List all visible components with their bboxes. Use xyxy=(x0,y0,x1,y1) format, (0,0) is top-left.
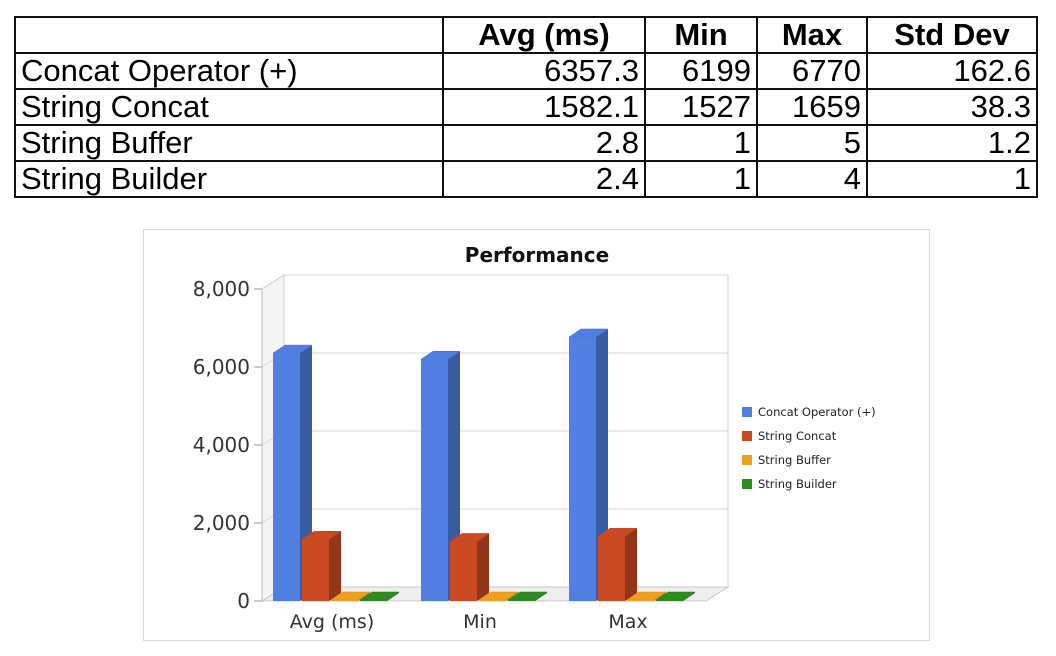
table-cell: 6199 xyxy=(644,52,758,90)
legend-label: String Concat xyxy=(758,429,837,443)
x-tick-label: Max xyxy=(608,611,647,633)
bar xyxy=(272,344,313,601)
table-cell: 162.6 xyxy=(866,52,1038,90)
bar xyxy=(420,350,461,601)
legend-swatch xyxy=(742,479,752,489)
table-cell: 1527 xyxy=(644,88,758,126)
column-header xyxy=(14,16,444,54)
legend-swatch xyxy=(742,407,752,417)
bar xyxy=(301,531,342,601)
table-cell: 1.2 xyxy=(866,124,1038,162)
bar-front xyxy=(627,600,654,601)
legend-swatch xyxy=(742,431,752,441)
bar-side xyxy=(625,528,637,601)
bar xyxy=(478,591,519,601)
table-cell: 4 xyxy=(756,160,868,198)
bar xyxy=(449,533,490,601)
row-label: String Concat xyxy=(14,88,444,126)
row-label: String Builder xyxy=(14,160,444,198)
table-cell: 2.4 xyxy=(442,160,646,198)
bar xyxy=(359,591,400,601)
bar-front xyxy=(569,336,596,601)
table-cell: 1 xyxy=(644,124,758,162)
bar-front xyxy=(450,541,477,601)
bar-front xyxy=(421,359,448,601)
table-cell: 2.8 xyxy=(442,124,646,162)
results-table: Avg (ms) Min Max Std Dev Concat Operator… xyxy=(14,16,1038,198)
y-tick-label: 8,000 xyxy=(193,277,250,301)
bar-front xyxy=(331,600,358,601)
chart-canvas: 0 2,000 4,000 6,000 8,000 Avg (ms) Min Max Perfo… xyxy=(193,243,876,633)
bar xyxy=(655,591,696,601)
table-cell: 1582.1 xyxy=(442,88,646,126)
table-cell: 5 xyxy=(756,124,868,162)
bar-side xyxy=(477,533,489,601)
bar-side xyxy=(329,531,341,601)
row-label: String Buffer xyxy=(14,124,444,162)
bar-front xyxy=(360,600,387,601)
gridline xyxy=(261,274,285,290)
table-row: String Buffer 2.8 1 5 1.2 xyxy=(14,124,1038,162)
performance-chart: 0 2,000 4,000 6,000 8,000 Avg (ms) Min Max Perfo… xyxy=(143,229,930,641)
column-header: Max xyxy=(756,16,868,54)
y-tick-label: 2,000 xyxy=(193,511,250,535)
bar-front xyxy=(273,353,300,601)
column-header: Avg (ms) xyxy=(442,16,646,54)
table-cell: 6770 xyxy=(756,52,868,90)
row-label: Concat Operator (+) xyxy=(14,52,444,90)
legend-label: String Builder xyxy=(758,477,837,491)
legend-label: Concat Operator (+) xyxy=(758,405,876,419)
table-header-row: Avg (ms) Min Max Std Dev xyxy=(14,16,1038,54)
legend-label: String Buffer xyxy=(758,453,831,467)
table-cell: 1 xyxy=(866,160,1038,198)
table-cell: 6357.3 xyxy=(442,52,646,90)
bar xyxy=(330,591,371,601)
bar xyxy=(507,591,548,601)
x-tick-label: Avg (ms) xyxy=(290,611,374,633)
y-tick-label: 4,000 xyxy=(193,433,250,457)
bar-front xyxy=(598,536,625,601)
bar xyxy=(626,591,667,601)
bar-front xyxy=(508,600,535,601)
table-cell: 1659 xyxy=(756,88,868,126)
y-tick-label: 6,000 xyxy=(193,355,250,379)
bar-front xyxy=(479,600,506,601)
table-row: Concat Operator (+) 6357.3 6199 6770 162… xyxy=(14,52,1038,90)
table-row: String Builder 2.4 1 4 1 xyxy=(14,160,1038,198)
table-row: String Concat 1582.1 1527 1659 38.3 xyxy=(14,88,1038,126)
column-header: Min xyxy=(644,16,758,54)
legend-swatch xyxy=(742,455,752,465)
table-cell: 1 xyxy=(644,160,758,198)
table-cell: 38.3 xyxy=(866,88,1038,126)
x-tick-label: Min xyxy=(463,611,497,633)
bar-front xyxy=(656,600,683,601)
column-header: Std Dev xyxy=(866,16,1038,54)
y-tick-label: 0 xyxy=(237,589,250,613)
chart-title: Performance xyxy=(465,243,609,267)
bar xyxy=(597,528,638,601)
bar-front xyxy=(302,539,329,601)
